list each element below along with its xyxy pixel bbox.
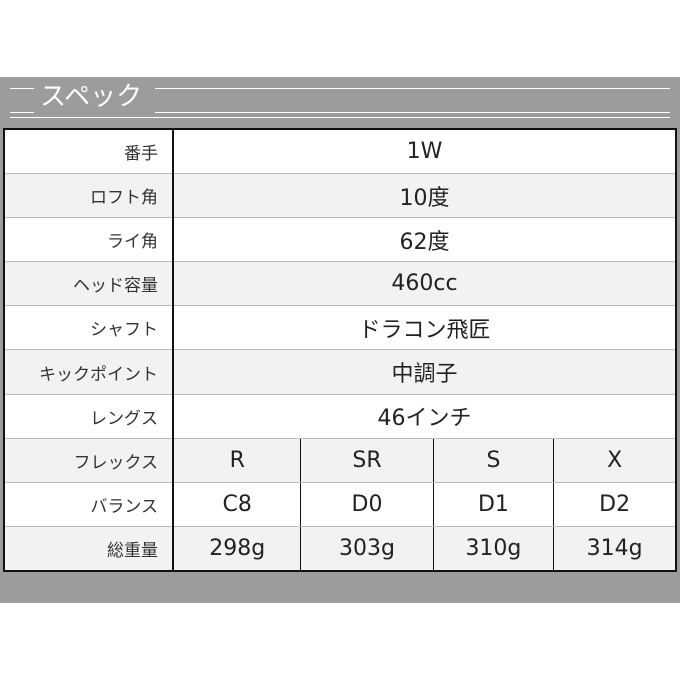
row-label: レングス — [3, 393, 175, 439]
row-value: 460cc — [172, 261, 677, 307]
section-title: スペック — [40, 82, 143, 112]
row-value: 303g — [300, 525, 434, 572]
header-divider — [155, 112, 670, 113]
table-row: レングス 46インチ — [3, 393, 677, 439]
row-value: 298g — [172, 525, 302, 572]
row-label: ロフト角 — [3, 173, 175, 219]
row-label: 番手 — [3, 128, 175, 175]
row-label: バランス — [3, 481, 175, 527]
header-divider — [155, 88, 670, 89]
table-row: バランス C8 D0 D1 D2 — [3, 481, 677, 527]
row-value: C8 — [172, 481, 302, 527]
row-label: フレックス — [3, 437, 175, 483]
row-value: D2 — [553, 481, 677, 527]
table-row: ライ角 62度 — [3, 217, 677, 263]
row-value: 310g — [432, 525, 555, 572]
table-row: 番手 1W — [3, 128, 677, 175]
spec-table: 番手 1W ロフト角 10度 ライ角 62度 ヘッド容量 460cc シャフト ドラコン飛匠 キック… — [3, 128, 677, 572]
row-label: 総重量 — [3, 525, 175, 572]
table-row: ヘッド容量 460cc — [3, 261, 677, 307]
row-value: ドラコン飛匠 — [172, 305, 677, 351]
table-row: フレックス R SR S X — [3, 437, 677, 483]
row-value: 46インチ — [172, 393, 677, 439]
row-value: 314g — [553, 525, 677, 572]
row-value: D1 — [432, 481, 555, 527]
header-divider — [10, 88, 34, 89]
table-row: シャフト ドラコン飛匠 — [3, 305, 677, 351]
row-value: D0 — [300, 481, 434, 527]
row-value: 中調子 — [172, 349, 677, 395]
row-label: ヘッド容量 — [3, 261, 175, 307]
row-value: R — [172, 437, 302, 483]
row-value: 1W — [172, 128, 677, 175]
row-value: X — [553, 437, 677, 483]
header-divider — [10, 117, 670, 118]
row-value: 62度 — [172, 217, 677, 263]
table-row: ロフト角 10度 — [3, 173, 677, 219]
table-row: 総重量 298g 303g 310g 314g — [3, 525, 677, 572]
table-row: キックポイント 中調子 — [3, 349, 677, 395]
row-value: SR — [300, 437, 434, 483]
row-value: 10度 — [172, 173, 677, 219]
row-label: キックポイント — [3, 349, 175, 395]
row-label: シャフト — [3, 305, 175, 351]
row-value: S — [432, 437, 555, 483]
header-divider — [10, 112, 34, 113]
row-label: ライ角 — [3, 217, 175, 263]
